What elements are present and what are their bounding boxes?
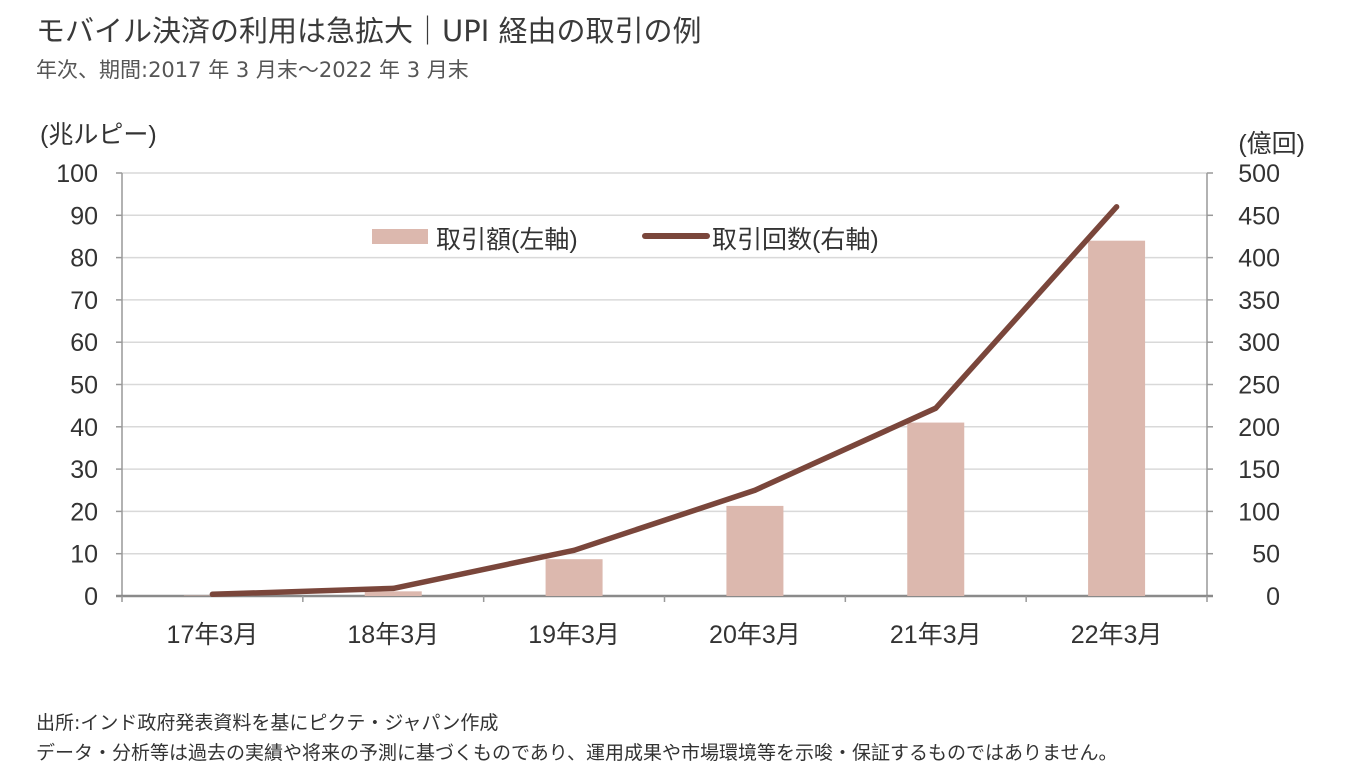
line-point-21年3月 (933, 405, 939, 411)
x-tick-label: 22年3月 (1071, 621, 1163, 649)
legend-label-line: 取引回数(右軸) (712, 226, 879, 254)
right-tick-label: 100 (1238, 498, 1280, 526)
right-tick-label: 50 (1252, 541, 1280, 569)
left-axis-label: (兆ルピー) (40, 121, 157, 149)
left-tick-label: 90 (70, 202, 98, 230)
chart-title: モバイル決済の利用は急拡大｜UPI 経由の取引の例 (36, 14, 702, 48)
chart-subtitle: 年次、期間:2017 年 3 月末～2022 年 3 月末 (36, 58, 469, 82)
source-note: 出所:インド政府発表資料を基にピクテ・ジャパン作成 (36, 712, 499, 734)
right-tick-label: 0 (1266, 583, 1280, 611)
bar-18年3月 (364, 591, 422, 596)
x-tick-label: 17年3月 (167, 621, 259, 649)
disclaimer-note: データ・分析等は過去の実績や将来の予測に基づくものであり、運用成果や市場環境等を… (36, 742, 1118, 764)
bar-20年3月 (726, 505, 784, 596)
left-tick-label: 30 (70, 456, 98, 484)
x-tick-label: 19年3月 (528, 621, 620, 649)
bar-21年3月 (907, 422, 965, 596)
legend-swatch-bar (372, 229, 428, 244)
left-tick-label: 100 (56, 160, 98, 188)
line-point-17年3月 (209, 591, 216, 597)
right-tick-label: 450 (1238, 202, 1280, 230)
line-point-22年3月 (1113, 204, 1120, 210)
combo-chart: 0 10 20 30 40 50 60 70 80 90 100 0 50 100 150 200 250 300… (40, 121, 1305, 649)
x-tick-label: 20年3月 (709, 621, 801, 649)
right-tick-label: 300 (1238, 329, 1280, 357)
left-tick-label: 20 (70, 498, 98, 526)
line-point-18年3月 (390, 585, 396, 591)
line-series-count (209, 204, 1120, 598)
left-tick-label: 10 (70, 541, 98, 569)
right-tick-label: 500 (1238, 160, 1280, 188)
left-tick-label: 0 (84, 583, 98, 611)
right-axis-label: (億回) (1238, 130, 1305, 158)
left-tick-label: 50 (70, 372, 98, 400)
x-tick-label: 18年3月 (347, 621, 439, 649)
legend-label-bar: 取引額(左軸) (436, 226, 578, 254)
left-tick-label: 80 (70, 245, 98, 273)
left-tick-label: 60 (70, 329, 98, 357)
right-tick-label: 150 (1238, 456, 1280, 484)
right-tick-label: 200 (1238, 414, 1280, 442)
bar-22年3月 (1088, 240, 1146, 596)
left-tick-label: 40 (70, 414, 98, 442)
left-tick-label: 70 (70, 287, 98, 315)
right-tick-label: 250 (1238, 372, 1280, 400)
right-tick-label: 400 (1238, 245, 1280, 273)
right-tick-label: 350 (1238, 287, 1280, 315)
line-point-20年3月 (752, 487, 758, 493)
bar-19年3月 (545, 559, 603, 596)
line-point-19年3月 (571, 547, 577, 553)
x-tick-label: 21年3月 (890, 621, 982, 649)
